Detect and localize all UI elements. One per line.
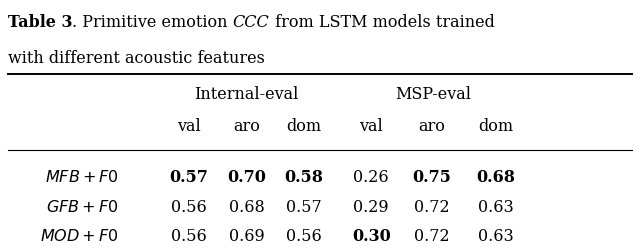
Text: 0.63: 0.63 (478, 199, 514, 216)
Text: MSP-eval: MSP-eval (396, 86, 472, 103)
Text: aro: aro (419, 118, 445, 135)
Text: $MOD + F0$: $MOD + F0$ (40, 228, 118, 245)
Text: 0.70: 0.70 (227, 169, 266, 186)
Text: 0.58: 0.58 (285, 169, 323, 186)
Text: 0.29: 0.29 (353, 199, 389, 216)
Text: dom: dom (479, 118, 513, 135)
Text: 0.57: 0.57 (286, 199, 322, 216)
Text: CCC: CCC (233, 14, 269, 31)
Text: 0.57: 0.57 (170, 169, 208, 186)
Text: val: val (177, 118, 201, 135)
Text: 0.56: 0.56 (171, 199, 207, 216)
Text: 0.75: 0.75 (413, 169, 451, 186)
Text: 0.56: 0.56 (286, 228, 322, 245)
Text: 0.63: 0.63 (478, 228, 514, 245)
Text: Table 3: Table 3 (8, 14, 72, 31)
Text: aro: aro (233, 118, 260, 135)
Text: 0.72: 0.72 (414, 199, 450, 216)
Text: with different acoustic features: with different acoustic features (8, 50, 264, 67)
Text: 0.30: 0.30 (352, 228, 390, 245)
Text: $MFB + F0$: $MFB + F0$ (45, 169, 118, 186)
Text: from LSTM models trained: from LSTM models trained (269, 14, 495, 31)
Text: 0.56: 0.56 (171, 228, 207, 245)
Text: Internal-eval: Internal-eval (194, 86, 299, 103)
Text: 0.72: 0.72 (414, 228, 450, 245)
Text: $GFB + F0$: $GFB + F0$ (46, 199, 118, 216)
Text: 0.69: 0.69 (228, 228, 264, 245)
Text: 0.26: 0.26 (353, 169, 389, 186)
Text: 0.68: 0.68 (228, 199, 264, 216)
Text: . Primitive emotion: . Primitive emotion (72, 14, 233, 31)
Text: val: val (359, 118, 383, 135)
Text: dom: dom (287, 118, 321, 135)
Text: 0.68: 0.68 (477, 169, 515, 186)
